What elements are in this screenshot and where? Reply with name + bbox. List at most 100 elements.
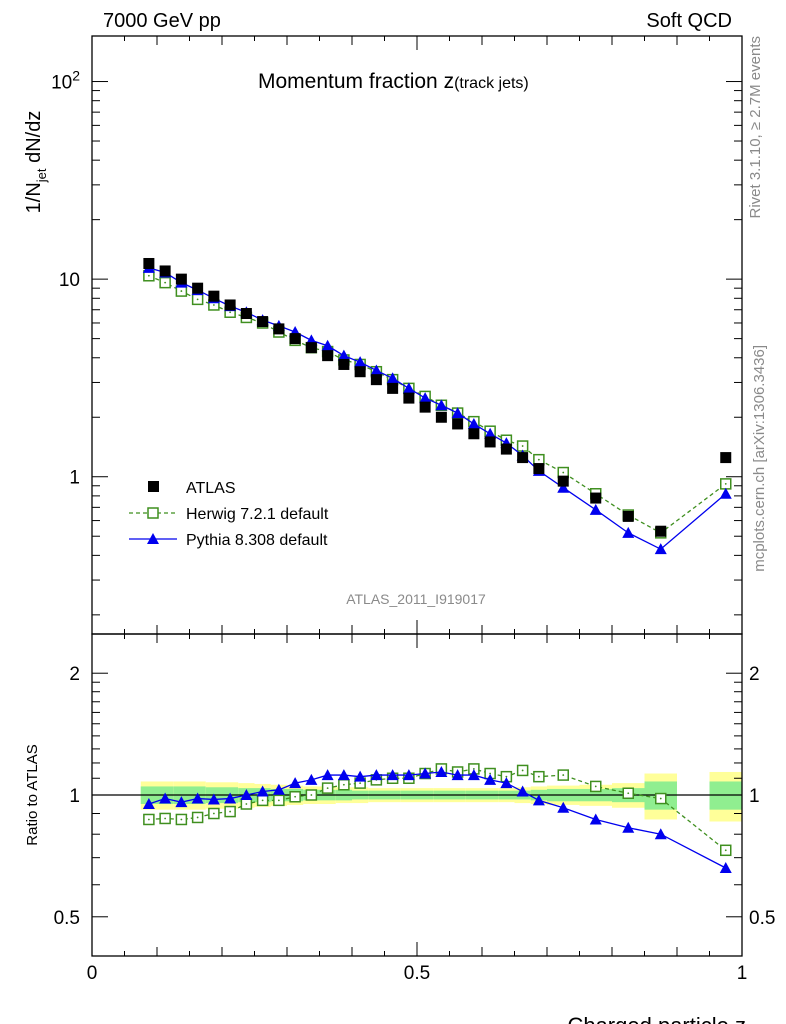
atlas-main-point [322, 350, 334, 362]
pythia-main-point [354, 356, 367, 368]
legend: ATLAS Herwig 7.2.1 default Pythia 8.308 … [129, 480, 329, 549]
pythia-ratio-point [207, 793, 220, 805]
atlas-main-point [557, 475, 569, 487]
axes-frames: 0 0.5 1 1 10 102 0.5 0.5 1 1 2 2 [51, 35, 775, 984]
herwig-ratio-point-dot [562, 774, 565, 776]
pythia-ratio-point [272, 783, 285, 795]
herwig-ratio-point-dot [659, 797, 662, 800]
pythia-ratio-point [654, 828, 667, 840]
herwig-ratio-point-dot [277, 799, 280, 802]
atlas-main-point [289, 333, 301, 345]
rivet-label: Rivet 3.1.10, ≥ 2.7M events [747, 36, 764, 219]
atlas-main-point [484, 436, 496, 448]
herwig-main-point-dot [562, 471, 565, 474]
pythia-ratio-point [622, 821, 635, 833]
atlas-main-point [435, 411, 447, 423]
atlas-main-point [517, 452, 529, 464]
atlas-main-point [354, 366, 366, 378]
pythia-main-point [467, 417, 480, 429]
pythia-ratio-point [402, 769, 415, 781]
legend-herwig-marker [147, 507, 159, 519]
herwig-ratio-point-dot [180, 818, 183, 821]
pythia-main-point [419, 392, 432, 404]
legend-atlas-label: ATLAS [186, 480, 236, 497]
atlas-main-point [370, 374, 382, 386]
herwig-main-point-dot [229, 311, 232, 314]
herwig-main-point-dot [164, 281, 167, 284]
herwig-main-point-dot [196, 298, 199, 301]
main-panel [142, 257, 732, 555]
pythia-main-point [654, 543, 667, 555]
ratio-y-tick-label-right: 1 [749, 786, 760, 807]
pythia-ratio-point [191, 792, 204, 804]
x-tick-label: 1 [737, 963, 748, 984]
atlas-main-point [224, 299, 236, 311]
pythia-ratio-point [589, 813, 602, 825]
atlas-main-point [257, 316, 269, 328]
herwig-ratio-point-dot [294, 795, 297, 798]
atlas-main-point [590, 492, 602, 504]
pythia-ratio-point [386, 769, 399, 781]
herwig-main-point-dot [212, 304, 215, 306]
atlas-main-point [338, 358, 350, 370]
pythia-ratio-point [175, 796, 188, 808]
pythia-ratio-point [557, 801, 570, 813]
herwig-main-point-dot [537, 458, 540, 461]
atlas-main-point [500, 443, 512, 455]
herwig-ratio-point-dot [594, 785, 597, 788]
header-left: 7000 GeV pp [103, 10, 221, 32]
pythia-ratio-point [419, 767, 432, 779]
ratio-y-tick-label-left: 1 [69, 786, 80, 807]
herwig-main-point-dot [521, 445, 524, 447]
ratio-y-tick-label-left: 2 [69, 664, 80, 685]
atlas-main-point [655, 525, 667, 537]
herwig-ratio-point-dot [537, 775, 540, 778]
herwig-main-point-dot [180, 290, 183, 292]
pythia-main-point [402, 382, 415, 394]
pythia-ratio-point [467, 769, 480, 781]
herwig-ratio-point-dot [310, 794, 313, 796]
pythia-main-point [337, 349, 350, 361]
pythia-main-point [435, 399, 448, 411]
pythia-ratio-point [484, 773, 497, 785]
atlas-main-point [192, 282, 204, 294]
x-tick-label: 0 [87, 963, 98, 984]
herwig-ratio-point-dot [505, 775, 508, 778]
pythia-main-point [484, 427, 497, 439]
legend-pythia-label: Pythia 8.308 default [186, 532, 328, 549]
legend-pythia-marker [147, 533, 159, 544]
pythia-ratio-point [719, 862, 732, 874]
herwig-ratio-point-dot [164, 817, 167, 820]
pythia-ratio-point [289, 777, 302, 789]
pythia-main-point [589, 503, 602, 515]
pythia-main-point [321, 339, 334, 351]
pythia-main-point [557, 481, 570, 493]
mcplots-label: mcplots.cern.ch [arXiv:1306.3436] [751, 345, 768, 572]
pythia-ratio-point [240, 789, 253, 800]
herwig-ratio-point-dot [472, 768, 475, 770]
atlas-main-point [622, 510, 634, 522]
pythia-main-point [451, 407, 464, 419]
pythia-ratio-point [159, 792, 172, 804]
atlas-main-point [468, 428, 480, 440]
pythia-ratio-point [435, 765, 448, 777]
ratio-panel [92, 763, 742, 874]
svg-text:1/Njet dN/dz: 1/Njet dN/dz [23, 111, 49, 214]
pythia-ratio-point [451, 769, 464, 781]
herwig-ratio-point-dot [627, 792, 630, 795]
ratio-y-tick-label-left: 0.5 [54, 908, 80, 929]
x-tick-label: 0.5 [404, 963, 430, 984]
herwig-ratio-point-dot [229, 810, 232, 813]
pythia-main-point [386, 372, 399, 384]
ratio-ylabel: Ratio to ATLAS [24, 744, 41, 845]
herwig-main-point-dot [724, 482, 727, 485]
herwig-ratio-point-dot [196, 816, 199, 819]
legend-atlas-marker [148, 481, 159, 492]
herwig-ratio-point-dot [261, 799, 264, 802]
pythia-ratio-point [224, 792, 237, 804]
main-y-tick-label: 10 [59, 270, 80, 291]
atlas-main-point [419, 401, 431, 413]
main-ylabel: 1/Njet dN/dz [23, 111, 49, 214]
herwig-ratio-point-dot [326, 787, 329, 790]
